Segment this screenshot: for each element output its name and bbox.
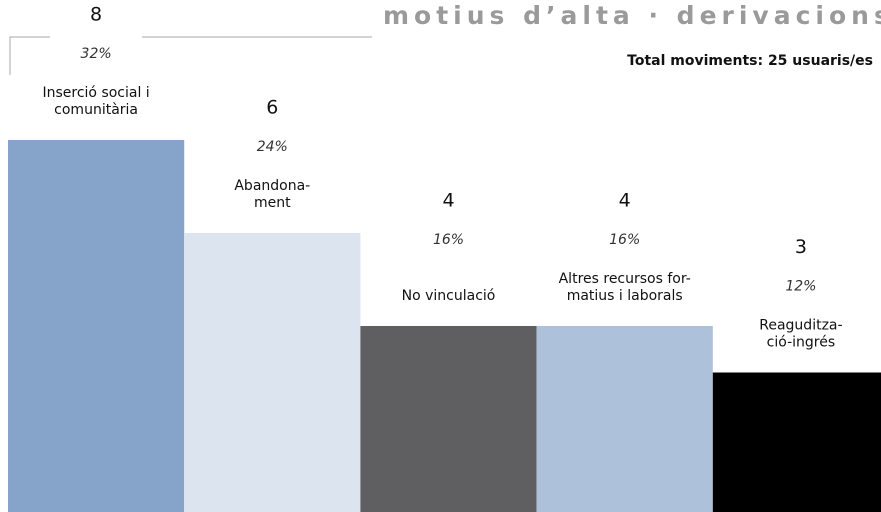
category-label: Reaguditza-	[759, 318, 842, 334]
category-label: Abandona-	[234, 178, 310, 194]
category-label: No vinculació	[402, 288, 496, 304]
chart-title: motius d’alta · derivacions	[383, 1, 881, 30]
category-label: matius i laborals	[567, 288, 683, 304]
bar	[360, 326, 537, 512]
bar	[8, 140, 185, 512]
percent-label: 16%	[433, 232, 464, 248]
bar	[536, 326, 713, 512]
chart-subtitle: Total moviments: 25 usuaris/es	[627, 53, 873, 69]
value-label: 8	[90, 4, 102, 26]
percent-label: 12%	[785, 279, 816, 295]
category-label: ció-ingrés	[767, 335, 835, 351]
value-label: 4	[619, 190, 631, 212]
category-label: comunitària	[54, 102, 138, 118]
category-label: ment	[254, 195, 291, 211]
percent-label: 16%	[609, 232, 640, 248]
category-label: Inserció social i	[42, 85, 149, 101]
percent-label: 24%	[257, 139, 288, 155]
value-label: 6	[266, 97, 278, 119]
bar	[712, 372, 881, 512]
category-label: Altres recursos for-	[559, 271, 691, 287]
value-label: 3	[795, 236, 807, 258]
percent-label: 32%	[81, 46, 112, 62]
value-label: 4	[442, 190, 454, 212]
bar	[184, 233, 361, 512]
bracket	[9, 36, 50, 75]
